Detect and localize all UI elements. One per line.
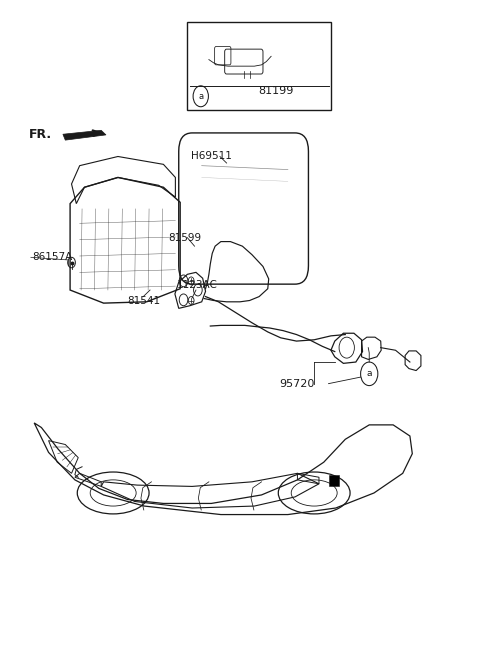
Text: a: a — [366, 369, 372, 379]
Bar — [328, 475, 339, 486]
Text: 81541: 81541 — [128, 295, 161, 306]
Text: 1123AC: 1123AC — [177, 281, 217, 291]
Text: 86157A: 86157A — [32, 253, 72, 262]
Text: H69511: H69511 — [191, 152, 232, 161]
Text: a: a — [198, 92, 204, 101]
Polygon shape — [63, 131, 106, 140]
Text: FR.: FR. — [28, 129, 51, 142]
Text: 81599: 81599 — [168, 233, 202, 243]
Text: 95720: 95720 — [280, 379, 315, 388]
Text: 81199: 81199 — [258, 86, 294, 96]
